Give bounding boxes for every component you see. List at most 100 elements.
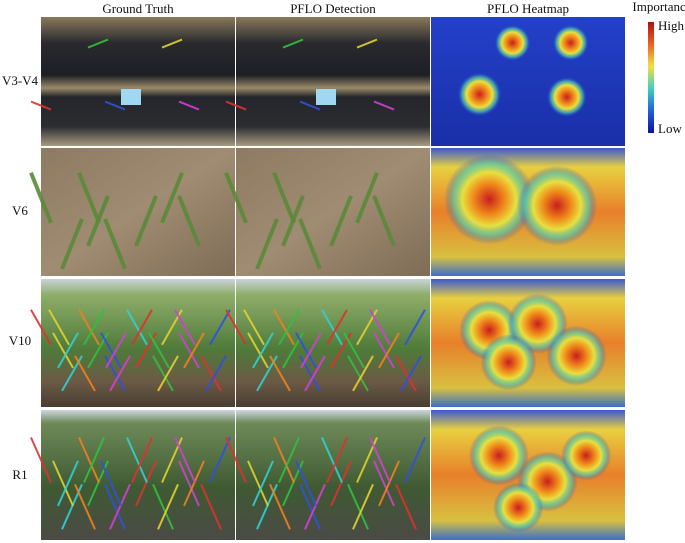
leaf	[200, 355, 222, 392]
leaf	[161, 38, 183, 49]
leaf	[326, 437, 348, 483]
leaf	[369, 309, 391, 346]
leaf	[160, 172, 184, 224]
leaf	[369, 437, 391, 483]
photo	[41, 148, 235, 276]
leaf	[225, 437, 247, 483]
leaf	[326, 309, 348, 346]
leaf	[299, 483, 321, 530]
leaf	[247, 332, 269, 369]
hotspot	[494, 24, 531, 61]
leaf	[395, 355, 417, 392]
leaf	[269, 483, 291, 530]
leaf	[295, 332, 317, 369]
leaf	[373, 460, 395, 507]
colorbar	[648, 22, 654, 133]
leaf	[104, 483, 126, 530]
column-header: PFLO Detection	[290, 1, 376, 16]
grid-board	[121, 89, 141, 105]
leaf	[299, 100, 321, 111]
leaf	[105, 332, 127, 369]
leaf	[252, 332, 274, 369]
leaf	[404, 437, 426, 483]
leaf	[355, 172, 379, 224]
leaf	[103, 218, 127, 270]
leaf	[57, 460, 79, 507]
leaf	[104, 355, 126, 392]
hotspot	[444, 154, 535, 245]
leaf	[282, 38, 304, 49]
leaf	[29, 172, 53, 224]
leaf	[126, 309, 148, 346]
row-label: R1	[12, 467, 27, 482]
leaf	[347, 483, 369, 530]
image-grid	[29, 17, 625, 540]
hotspot	[561, 430, 612, 481]
leaf	[321, 437, 343, 483]
leaf	[224, 172, 248, 224]
leaf	[300, 332, 322, 369]
leaf	[131, 309, 153, 346]
leaf	[30, 100, 52, 111]
photo	[236, 279, 430, 407]
hotspot	[552, 24, 589, 61]
row-label: V10	[9, 333, 31, 348]
row-label: V6	[12, 203, 28, 218]
hotspot	[517, 165, 598, 246]
column-header: PFLO Heatmap	[487, 1, 569, 16]
hotspot	[457, 72, 502, 117]
leaf	[157, 483, 179, 530]
leaf	[78, 437, 100, 483]
leaf	[252, 460, 274, 507]
leaf	[200, 483, 222, 530]
leaf	[373, 332, 395, 369]
leaf	[83, 309, 105, 346]
leaf	[298, 218, 322, 270]
hotspot	[546, 325, 607, 386]
leaf	[209, 309, 231, 346]
leaf	[152, 355, 174, 392]
colorbar-title: Importance	[632, 0, 685, 14]
leaf	[321, 309, 343, 346]
leaf	[52, 332, 74, 369]
leaf	[330, 332, 352, 369]
leaf	[134, 195, 158, 247]
leaf	[78, 309, 100, 346]
leaf	[135, 332, 157, 369]
leaf	[278, 437, 300, 483]
leaf	[30, 437, 52, 483]
leaf	[352, 355, 374, 392]
leaf	[209, 437, 231, 483]
leaf	[61, 355, 83, 392]
leaf	[304, 355, 326, 392]
leaf	[77, 172, 101, 224]
leaf	[30, 309, 52, 346]
leaf	[157, 355, 179, 392]
leaf	[74, 483, 96, 530]
colorbar-low: Low	[658, 121, 682, 136]
leaf	[183, 332, 205, 369]
leaf	[356, 437, 378, 483]
leaf	[131, 437, 153, 483]
leaf	[174, 309, 196, 346]
leaf	[225, 309, 247, 346]
leaf	[178, 460, 200, 507]
leaf	[161, 309, 183, 346]
leaf	[243, 309, 265, 346]
leaf	[48, 309, 70, 346]
leaf	[152, 483, 174, 530]
hotspot	[468, 425, 529, 486]
leaf	[269, 355, 291, 392]
leaf	[255, 218, 279, 270]
hotspot	[480, 334, 537, 391]
leaf	[205, 355, 227, 392]
column-header: Ground Truth	[102, 1, 174, 16]
leaf	[395, 483, 417, 530]
leaf	[126, 437, 148, 483]
leaf	[52, 460, 74, 507]
leaf	[178, 100, 200, 111]
leaf	[60, 218, 84, 270]
leaf	[400, 355, 422, 392]
leaf	[352, 483, 374, 530]
